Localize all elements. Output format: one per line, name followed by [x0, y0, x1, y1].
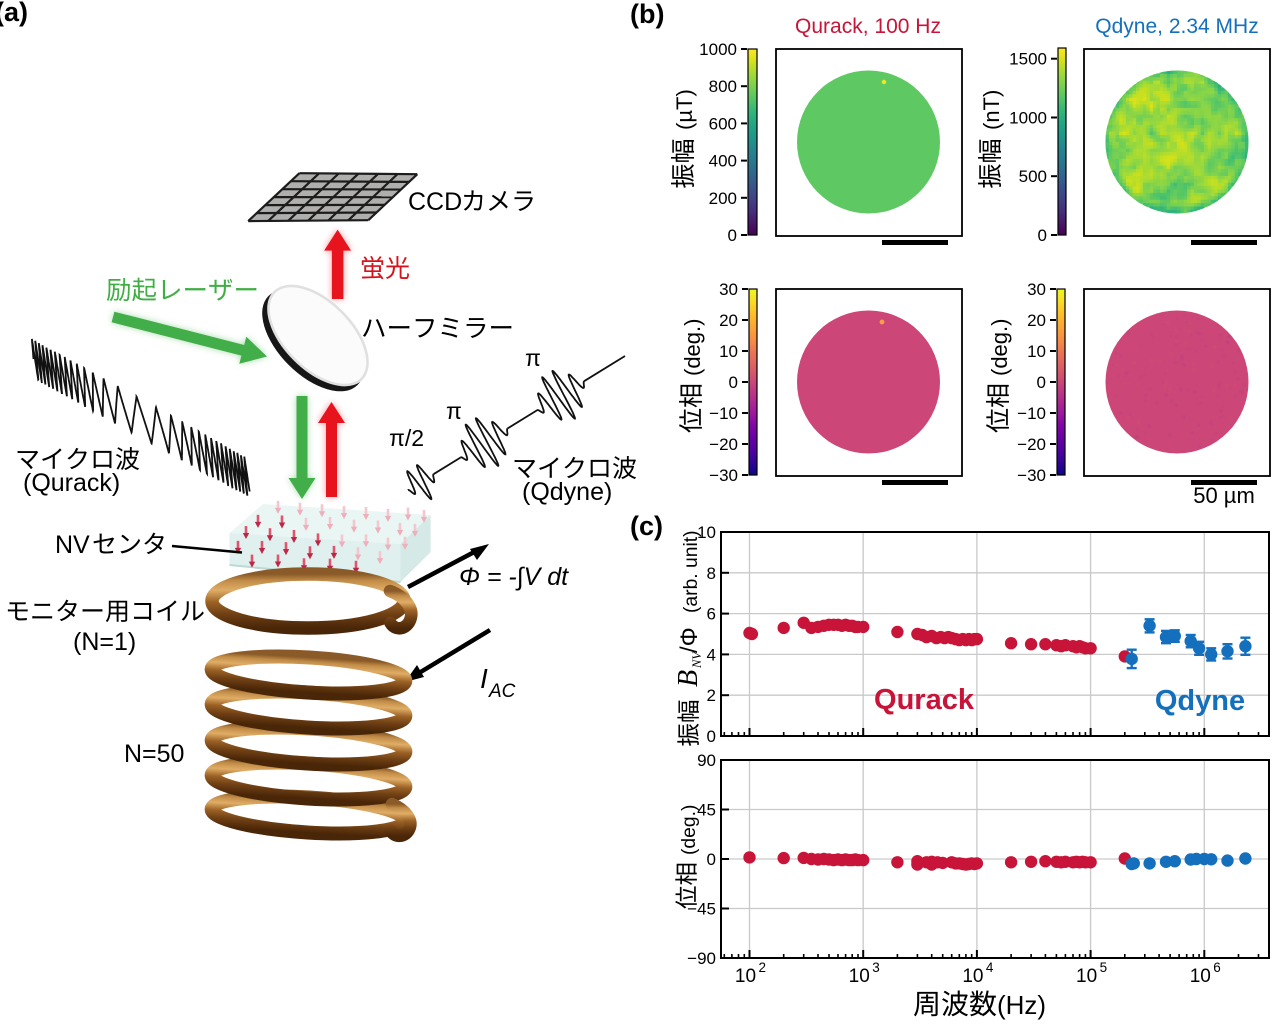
svg-text:2: 2 — [707, 686, 716, 705]
svg-text:−30: −30 — [709, 466, 738, 485]
svg-text:Qdyne: Qdyne — [1155, 685, 1245, 717]
svg-text:Φ = -∫V dt: Φ = -∫V dt — [459, 563, 569, 591]
svg-text:Qurack: Qurack — [874, 684, 975, 716]
svg-text:−20: −20 — [1017, 435, 1046, 454]
svg-text:(Qurack): (Qurack) — [23, 469, 120, 497]
svg-text:−10: −10 — [1017, 404, 1046, 423]
svg-text:AC: AC — [488, 681, 516, 702]
svg-text:20: 20 — [719, 311, 738, 330]
svg-text:30: 30 — [1027, 280, 1046, 299]
svg-text:10: 10 — [735, 966, 756, 987]
svg-text:NV: NV — [55, 531, 90, 559]
svg-text:Qurack, 100 Hz: Qurack, 100 Hz — [795, 15, 941, 38]
svg-text:(Hz): (Hz) — [997, 990, 1046, 1020]
svg-text:1000: 1000 — [1009, 108, 1047, 127]
svg-text:6: 6 — [1213, 960, 1221, 975]
svg-text:0: 0 — [707, 850, 716, 869]
svg-text:0: 0 — [707, 727, 716, 746]
svg-text:(µT): (µT) — [672, 89, 697, 130]
svg-text:(deg.): (deg.) — [679, 805, 700, 855]
svg-text:500: 500 — [1019, 167, 1047, 186]
svg-text:45: 45 — [697, 801, 716, 820]
svg-text:N=50: N=50 — [124, 740, 184, 768]
svg-text:90: 90 — [697, 751, 716, 770]
svg-text:800: 800 — [709, 77, 737, 96]
svg-text:CCD: CCD — [408, 188, 462, 216]
svg-text:(deg.): (deg.) — [987, 319, 1012, 376]
svg-text:10: 10 — [1027, 342, 1046, 361]
svg-text:/Φ: /Φ — [676, 627, 703, 653]
svg-text:−90: −90 — [687, 949, 716, 968]
svg-text:3: 3 — [872, 960, 880, 975]
svg-text:600: 600 — [709, 114, 737, 133]
svg-text:(deg.): (deg.) — [680, 319, 705, 376]
svg-text:−10: −10 — [709, 404, 738, 423]
svg-text:5: 5 — [1100, 960, 1108, 975]
svg-text:B: B — [673, 670, 704, 687]
svg-text:0: 0 — [1037, 373, 1046, 392]
svg-text:10: 10 — [719, 342, 738, 361]
svg-text:1500: 1500 — [1009, 50, 1047, 69]
svg-text:2: 2 — [759, 960, 767, 975]
svg-text:Qdyne, 2.34 MHz: Qdyne, 2.34 MHz — [1095, 15, 1258, 38]
svg-text:10: 10 — [1190, 966, 1211, 987]
svg-text:50 µm: 50 µm — [1193, 483, 1255, 508]
svg-text:400: 400 — [709, 152, 737, 171]
svg-text:0: 0 — [728, 226, 737, 245]
svg-text:−20: −20 — [709, 435, 738, 454]
svg-text:−45: −45 — [687, 900, 716, 919]
svg-text:−30: −30 — [1017, 466, 1046, 485]
svg-text:(c): (c) — [630, 511, 663, 541]
svg-text:π/2: π/2 — [389, 425, 424, 451]
svg-text:(nT): (nT) — [979, 90, 1004, 130]
svg-text:10: 10 — [849, 966, 870, 987]
svg-text:(a): (a) — [0, 0, 28, 27]
svg-text:1000: 1000 — [699, 40, 737, 59]
svg-text:10: 10 — [1076, 966, 1097, 987]
svg-text:(Qdyne): (Qdyne) — [522, 478, 612, 506]
svg-text:(arb. unit): (arb. unit) — [681, 530, 702, 613]
svg-text:0: 0 — [729, 373, 738, 392]
svg-text:4: 4 — [986, 960, 994, 975]
svg-text:20: 20 — [1027, 311, 1046, 330]
svg-text:8: 8 — [707, 564, 716, 583]
svg-text:(N=1): (N=1) — [73, 628, 136, 656]
svg-text:10: 10 — [697, 523, 716, 542]
svg-text:4: 4 — [707, 645, 716, 664]
svg-text:I: I — [480, 663, 488, 694]
svg-text:π: π — [446, 398, 462, 424]
svg-text:π: π — [525, 345, 541, 371]
svg-text:(b): (b) — [630, 0, 664, 29]
svg-text:30: 30 — [719, 280, 738, 299]
svg-text:10: 10 — [962, 966, 983, 987]
svg-text:0: 0 — [1038, 226, 1047, 245]
svg-text:6: 6 — [707, 605, 716, 624]
svg-text:200: 200 — [709, 189, 737, 208]
svg-text:NV: NV — [690, 651, 704, 669]
